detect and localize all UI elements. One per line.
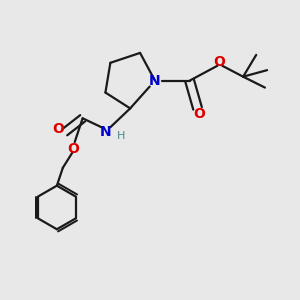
Text: N: N [100,125,111,139]
Text: O: O [194,107,206,121]
Text: H: H [117,131,125,141]
Text: O: O [213,55,225,69]
Text: O: O [67,142,79,156]
Text: N: N [149,74,161,88]
Text: O: O [52,122,64,136]
